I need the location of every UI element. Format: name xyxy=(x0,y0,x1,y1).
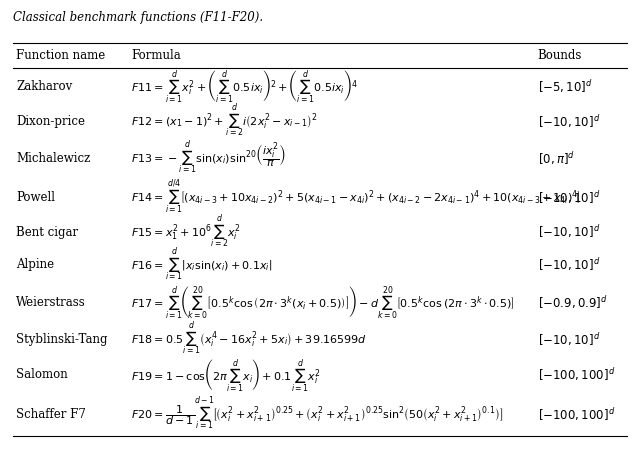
Text: $F12=(x_1-1)^2+\sum_{i=2}^{d}i\left(2x_i^2-x_{i-1}\right)^2$: $F12=(x_1-1)^2+\sum_{i=2}^{d}i\left(2x_i… xyxy=(131,102,318,140)
Text: Classical benchmark functions (F11-F20).: Classical benchmark functions (F11-F20). xyxy=(13,11,263,24)
Text: Styblinski-Tang: Styblinski-Tang xyxy=(16,333,108,346)
Text: Alpine: Alpine xyxy=(16,258,54,272)
Text: Zakharov: Zakharov xyxy=(16,80,72,92)
Text: Salomon: Salomon xyxy=(16,368,68,381)
Text: $F15=x_1^2+10^6\sum_{i=2}^{d}x_i^2$: $F15=x_1^2+10^6\sum_{i=2}^{d}x_i^2$ xyxy=(131,213,241,251)
Text: $[-0.9,0.9]^d$: $[-0.9,0.9]^d$ xyxy=(538,294,607,311)
Text: $[-5,10]^d$: $[-5,10]^d$ xyxy=(538,78,593,95)
Text: Powell: Powell xyxy=(16,191,55,204)
Text: $F11=\sum_{i=1}^{d}x_i^2+\left(\sum_{i=1}^{d}0.5ix_i\right)^2+\left(\sum_{i=1}^{: $F11=\sum_{i=1}^{d}x_i^2+\left(\sum_{i=1… xyxy=(131,68,358,104)
Text: $F18=0.5\sum_{i=1}^{d}\left(x_i^4-16x_i^2+5x_i\right)+39.16599d$: $F18=0.5\sum_{i=1}^{d}\left(x_i^4-16x_i^… xyxy=(131,321,367,359)
Text: $[-100,100]^d$: $[-100,100]^d$ xyxy=(538,366,615,383)
Text: Weierstrass: Weierstrass xyxy=(16,296,86,309)
Text: $[-10,10]^d$: $[-10,10]^d$ xyxy=(538,224,600,240)
Text: Dixon-price: Dixon-price xyxy=(16,115,85,128)
Text: $F17=\sum_{i=1}^{d}\!\left(\sum_{k=0}^{20}\left[0.5^k\cos\left(2\pi\cdot3^k(x_i+: $F17=\sum_{i=1}^{d}\!\left(\sum_{k=0}^{2… xyxy=(131,285,515,320)
Text: $F13=-\sum_{i=1}^{d}\sin(x_i)\sin^{20}\!\left(\dfrac{ix_i^2}{\pi}\right)$: $F13=-\sum_{i=1}^{d}\sin(x_i)\sin^{20}\!… xyxy=(131,140,287,177)
Text: $[0,\pi]^d$: $[0,\pi]^d$ xyxy=(538,150,575,167)
Text: Function name: Function name xyxy=(16,49,105,62)
Text: Formula: Formula xyxy=(131,49,181,62)
Text: $[-10,10]^d$: $[-10,10]^d$ xyxy=(538,331,600,348)
Text: Michalewicz: Michalewicz xyxy=(16,152,90,165)
Text: $F16=\sum_{i=1}^{d}\left|x_i\sin(x_i)+0.1x_i\right|$: $F16=\sum_{i=1}^{d}\left|x_i\sin(x_i)+0.… xyxy=(131,246,273,284)
Text: Schaffer F7: Schaffer F7 xyxy=(16,408,86,421)
Text: Bounds: Bounds xyxy=(538,49,582,62)
Text: Bent cigar: Bent cigar xyxy=(16,226,78,239)
Text: $[-10,10]^d$: $[-10,10]^d$ xyxy=(538,257,600,273)
Text: $F19=1-\cos\!\left(2\pi\sum_{i=1}^{d}x_i\right)+0.1\sum_{i=1}^{d}x_i^2$: $F19=1-\cos\!\left(2\pi\sum_{i=1}^{d}x_i… xyxy=(131,357,321,393)
Text: $F20=\dfrac{1}{d-1}\sum_{i=1}^{d-1}\!\left[\left(x_i^2+x_{i+1}^2\right)^{0.25}+\: $F20=\dfrac{1}{d-1}\sum_{i=1}^{d-1}\!\le… xyxy=(131,396,504,433)
Text: $[-100,100]^d$: $[-100,100]^d$ xyxy=(538,406,615,423)
Text: $[-10,10]^d$: $[-10,10]^d$ xyxy=(538,113,600,129)
Text: $F14=\sum_{i=1}^{d/4}\!\left[\left(x_{4i-3}+10x_{4i-2}\right)^2+5\left(x_{4i-1}-: $F14=\sum_{i=1}^{d/4}\!\left[\left(x_{4i… xyxy=(131,179,581,216)
Text: $[-10,10]^d$: $[-10,10]^d$ xyxy=(538,189,600,206)
